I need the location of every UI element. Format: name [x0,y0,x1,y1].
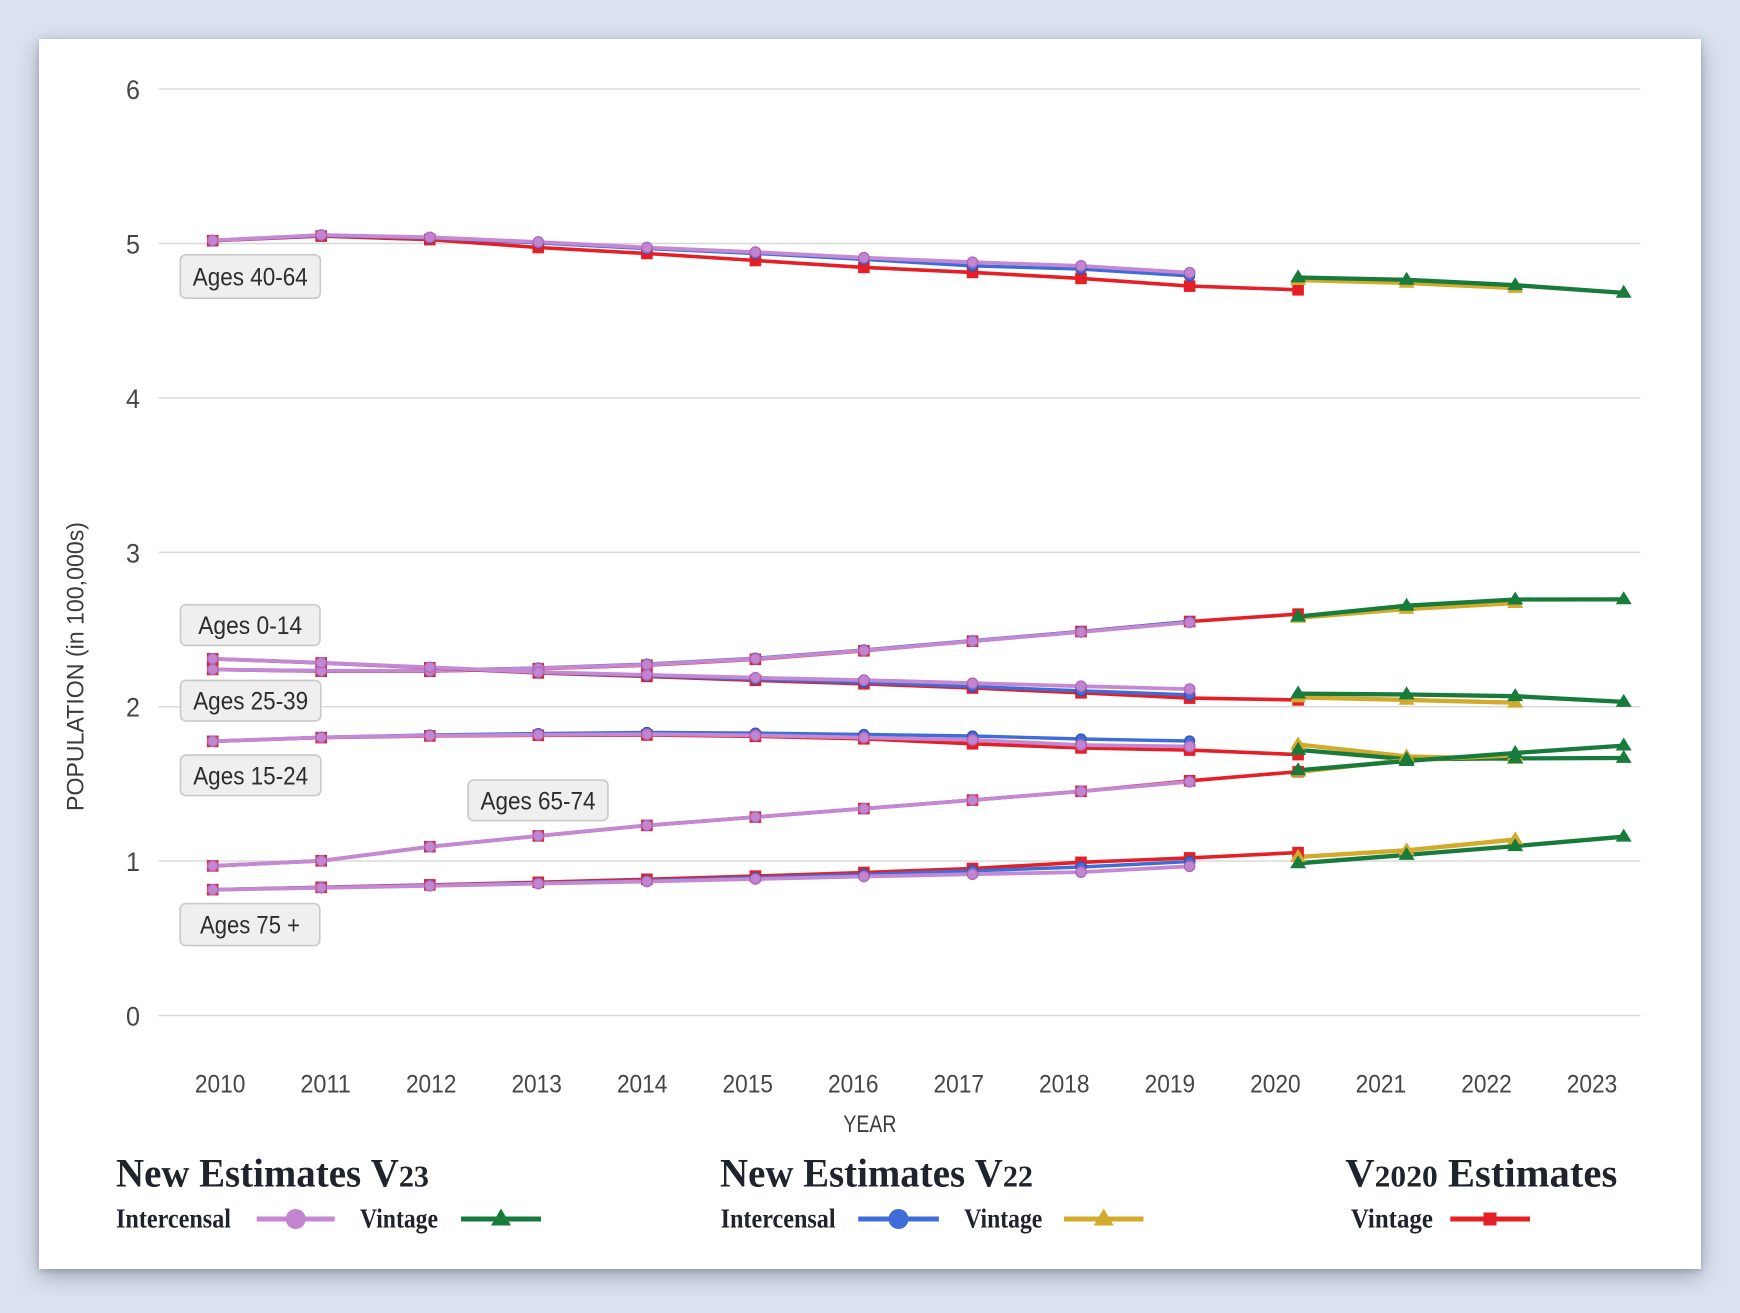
svg-text:2012: 2012 [406,1071,457,1099]
svg-text:Ages 65-74: Ages 65-74 [481,787,596,815]
svg-text:Ages 40-64: Ages 40-64 [193,264,308,292]
svg-text:2015: 2015 [723,1071,774,1099]
svg-text:4: 4 [126,384,140,414]
svg-text:Ages 25-39: Ages 25-39 [193,688,308,716]
svg-text:2011: 2011 [300,1071,351,1099]
svg-text:2019: 2019 [1145,1071,1196,1099]
svg-text:2013: 2013 [511,1071,562,1099]
svg-text:Vintage: Vintage [964,1204,1042,1234]
svg-text:POPULATION (in 100,000s): POPULATION (in 100,000s) [63,522,90,811]
svg-text:2022: 2022 [1461,1071,1512,1099]
svg-text:2021: 2021 [1356,1071,1407,1099]
svg-text:YEAR: YEAR [843,1111,896,1138]
svg-text:Intercensal: Intercensal [721,1204,836,1234]
svg-text:3: 3 [126,538,140,568]
svg-text:2017: 2017 [934,1071,985,1099]
svg-text:Ages 0-14: Ages 0-14 [198,612,302,640]
svg-text:2016: 2016 [828,1071,879,1099]
svg-text:5: 5 [126,230,140,260]
svg-text:Intercensal: Intercensal [116,1204,231,1234]
svg-text:Vintage: Vintage [360,1204,438,1234]
svg-text:Ages 75 +: Ages 75 + [200,912,300,940]
svg-text:Ages 15-24: Ages 15-24 [193,762,308,790]
svg-text:2010: 2010 [195,1071,246,1099]
svg-text:0: 0 [126,1002,140,1032]
svg-text:1: 1 [126,847,140,877]
svg-text:6: 6 [126,75,140,105]
svg-text:2014: 2014 [617,1071,668,1099]
svg-text:2023: 2023 [1567,1071,1618,1099]
svg-text:New Estimates V22: New Estimates V22 [720,1151,1033,1196]
svg-text:Vintage: Vintage [1351,1204,1433,1234]
svg-text:V2020 Estimates: V2020 Estimates [1345,1151,1617,1196]
svg-text:2020: 2020 [1250,1071,1301,1099]
svg-text:New Estimates V23: New Estimates V23 [116,1151,429,1196]
svg-text:2: 2 [126,693,140,723]
svg-text:2018: 2018 [1039,1071,1090,1099]
